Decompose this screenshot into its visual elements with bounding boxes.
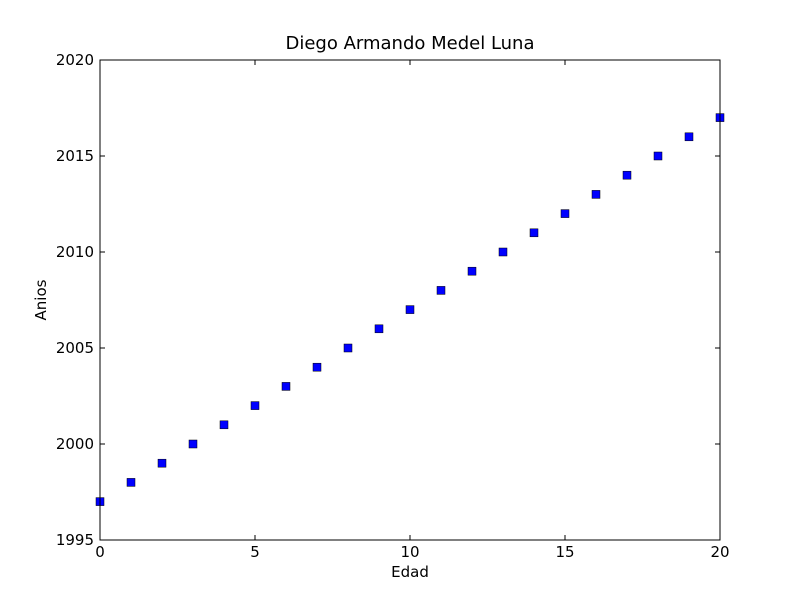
y-axis-label: Anios (32, 279, 50, 320)
data-point (436, 286, 446, 295)
data-point (157, 458, 167, 468)
data-point (529, 228, 539, 238)
data-point (684, 132, 694, 142)
data-point (405, 305, 415, 314)
y-tick-label: 2015 (56, 147, 94, 165)
y-tick-label: 2010 (56, 243, 94, 261)
plot-area (100, 60, 720, 540)
x-axis-label: Edad (391, 563, 429, 581)
data-point (343, 343, 353, 353)
data-point (281, 382, 291, 391)
tick-labels: 0 5 10 15 20 1995 2000 2005 2010 2015 2020 (56, 51, 730, 561)
plot-frame (99, 59, 721, 541)
data-point (219, 420, 229, 430)
data-point (312, 362, 322, 372)
data-point (591, 190, 601, 199)
data-point (560, 209, 570, 218)
x-tick-label: 0 (95, 543, 105, 561)
x-tick-label: 15 (555, 543, 574, 561)
y-tick-label: 2005 (56, 339, 94, 357)
data-point (374, 324, 384, 334)
x-tick-label: 20 (710, 543, 729, 561)
data-point (126, 478, 136, 487)
x-tick-label: 10 (400, 543, 419, 561)
y-tick-label: 2000 (56, 435, 94, 453)
y-tick-label: 2020 (56, 51, 94, 69)
data-point (188, 439, 198, 449)
data-point (250, 401, 260, 410)
x-tick-label: 5 (250, 543, 260, 561)
y-tick-label: 1995 (56, 531, 94, 549)
data-point (467, 266, 477, 276)
data-point (498, 247, 508, 257)
chart-title: Diego Armando Medel Luna (285, 33, 534, 54)
data-point (622, 170, 632, 180)
data-point (653, 151, 663, 161)
